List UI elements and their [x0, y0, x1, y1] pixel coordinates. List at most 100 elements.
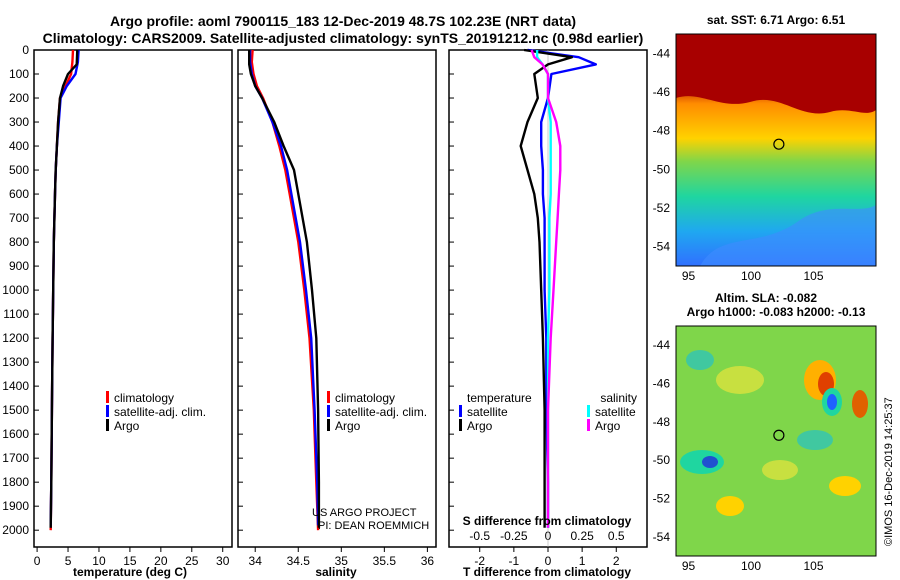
sla-blob: [716, 366, 764, 394]
map-y-tick-label: -54: [653, 530, 671, 544]
temperature-legend: climatology satellite-adj. clim. Argo: [106, 391, 206, 433]
salinity-panel-frame: [237, 49, 437, 548]
sla-blob: [686, 350, 714, 370]
temperature-panel: 0 5 10 15 20 25 30: [34, 49, 230, 568]
x-tick-label: 0: [34, 554, 41, 568]
map-x-tick-label: 95: [682, 559, 696, 573]
sla-map: [676, 326, 876, 556]
x-tick-label: 20: [154, 554, 168, 568]
depth-tick-label: 1300: [2, 355, 29, 369]
sla-map-ticks: 95 100 105 -44 -46 -48 -50 -52 -54: [653, 338, 824, 573]
depth-tick-label: 1200: [2, 331, 29, 345]
legend-swatch-s-argo: [587, 419, 590, 431]
series-line-satellite-adj-clim-: [248, 50, 320, 526]
legend-label-climatology: climatology: [114, 391, 174, 405]
depth-tick-label: 1100: [3, 307, 29, 321]
legend-swatch-argo: [106, 419, 109, 431]
depth-tick-label: 0: [22, 43, 29, 57]
imos-credit: ©IMOS 16-Dec-2019 14:25:37: [883, 397, 895, 546]
legend-swatch-climatology: [106, 391, 109, 403]
sst-argo-marker: [773, 138, 785, 150]
sst-map: [676, 34, 876, 266]
depth-tick-label: 100: [9, 67, 29, 81]
legend-label-s-argo: Argo: [595, 419, 621, 433]
series-line-temperature-argo: [519, 48, 574, 528]
sla-blob: [829, 476, 861, 496]
legend-swatch-argo: [327, 419, 330, 431]
x-tick-label: 34: [249, 554, 263, 568]
map-y-tick-label: -46: [653, 85, 671, 99]
sla-blob: [762, 460, 798, 480]
series-line-argo: [247, 50, 321, 528]
pi-annotation: PI: DEAN ROEMMICH: [318, 520, 429, 532]
salinity-legend: climatology satellite-adj. clim. Argo: [327, 391, 427, 433]
map-y-tick-label: -44: [653, 46, 671, 60]
map-y-tick-label: -54: [653, 240, 671, 254]
series-line-temperature-satellite: [527, 48, 597, 528]
legend-label-t-argo: Argo: [467, 419, 493, 433]
depth-tick-label: 1900: [2, 499, 29, 513]
x-tick-label: 35.5: [373, 554, 397, 568]
depth-tick-label: 500: [9, 163, 29, 177]
x-tick-label: 36: [421, 554, 435, 568]
x-tick-label: 5: [65, 554, 72, 568]
sst-map-ticks: 95 100 105 -44 -46 -48 -50 -52 -54: [653, 46, 824, 283]
depth-tick-label: 200: [9, 91, 29, 105]
map-y-tick-label: -52: [653, 492, 671, 506]
map-y-tick-label: -50: [653, 453, 671, 467]
s-diff-tick-label: 0.25: [570, 529, 594, 543]
map-y-tick-label: -44: [653, 338, 671, 352]
x-tick-label: 0: [545, 554, 552, 568]
legend-title-salinity: salinity: [600, 391, 637, 405]
legend-label-t-satellite: satellite: [467, 405, 508, 419]
project-annotation: US ARGO PROJECT: [312, 507, 417, 519]
legend-label-climatology: climatology: [335, 391, 395, 405]
series-line-climatology: [250, 49, 320, 531]
sla-argo-marker: [773, 429, 785, 441]
s-diff-tick-label: -0.25: [500, 529, 528, 543]
depth-tick-label: 600: [9, 187, 29, 201]
t-difference-axis-label: T difference from climatology: [463, 565, 631, 579]
x-tick-label: 30: [216, 554, 230, 568]
x-tick-label: 15: [123, 554, 137, 568]
series-line-salinity-argo: [530, 49, 562, 528]
depth-tick-label: 800: [9, 235, 29, 249]
map-y-tick-label: -50: [653, 162, 671, 176]
depth-tick-label: 1000: [2, 283, 29, 297]
sla-map-subtitle: Argo h1000: -0.083 h2000: -0.13: [687, 305, 866, 319]
legend-swatch-t-satellite: [459, 405, 462, 417]
map-y-tick-label: -46: [653, 377, 671, 391]
legend-swatch-climatology: [327, 391, 330, 403]
legend-label-satellite: satellite-adj. clim.: [335, 405, 427, 419]
figure-title-line1: Argo profile: aoml 7900115_183 12-Dec-20…: [110, 13, 576, 29]
legend-swatch-s-satellite: [587, 405, 590, 417]
legend-label-satellite: satellite-adj. clim.: [114, 405, 206, 419]
x-tick-label: 25: [185, 554, 199, 568]
depth-tick-label: 1700: [2, 451, 29, 465]
s-diff-tick-label: -0.5: [469, 529, 490, 543]
s-difference-axis-label: S difference from climatology: [463, 514, 632, 528]
x-tick-label: -1: [509, 554, 520, 568]
map-x-tick-label: 95: [682, 269, 696, 283]
sst-map-frame: [675, 33, 877, 267]
difference-temperature-legend: temperature satellite Argo: [459, 391, 532, 433]
map-y-tick-label: -48: [653, 415, 671, 429]
x-tick-label: -2: [474, 554, 485, 568]
depth-tick-label: 300: [9, 115, 29, 129]
sla-blob: [702, 456, 718, 468]
legend-swatch-satellite: [106, 405, 109, 417]
depth-tick-label: 1800: [2, 475, 29, 489]
sla-blob: [852, 390, 868, 418]
x-tick-label: 34.5: [287, 554, 311, 568]
sst-warm-tongue: [676, 34, 876, 114]
map-x-tick-label: 105: [803, 559, 823, 573]
salinity-panel: 34 34.5 35 35.5 36: [247, 49, 435, 568]
figure-title-line2: Climatology: CARS2009. Satellite-adjuste…: [43, 30, 644, 46]
sla-blob: [827, 394, 837, 410]
legend-label-argo: Argo: [114, 419, 140, 433]
sla-blob: [716, 496, 744, 516]
depth-tick-label: 400: [9, 139, 29, 153]
sst-map-title: sat. SST: 6.71 Argo: 6.51: [707, 13, 846, 27]
depth-tick-label: 1600: [2, 427, 29, 441]
